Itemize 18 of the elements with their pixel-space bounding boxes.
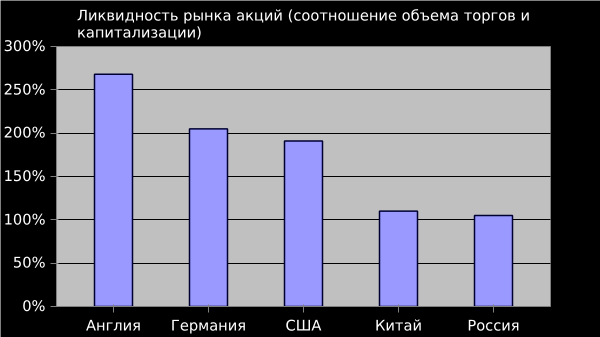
y-tick-label: 200% — [4, 124, 46, 142]
x-tick-label: Россия — [467, 318, 520, 334]
y-tick-label: 0% — [22, 298, 46, 315]
y-tick-label: 100% — [4, 211, 46, 228]
y-tick-label: 150% — [4, 168, 46, 185]
bar — [474, 214, 514, 306]
y-tick-label: 50% — [12, 254, 46, 272]
x-tick-label: Англия — [86, 318, 142, 334]
chart-title: Ликвидность рынка акций (соотношение объема торгов и капитализации) — [77, 8, 530, 42]
bar — [284, 140, 324, 306]
y-tick-label: 250% — [4, 81, 46, 98]
x-tick-label: США — [286, 318, 322, 334]
bar — [188, 128, 228, 306]
bar — [94, 73, 134, 306]
bar — [378, 210, 418, 306]
x-tick-label: Германия — [170, 318, 246, 334]
y-tick-label: 300% — [4, 38, 46, 55]
x-tick-label: Китай — [375, 318, 422, 334]
